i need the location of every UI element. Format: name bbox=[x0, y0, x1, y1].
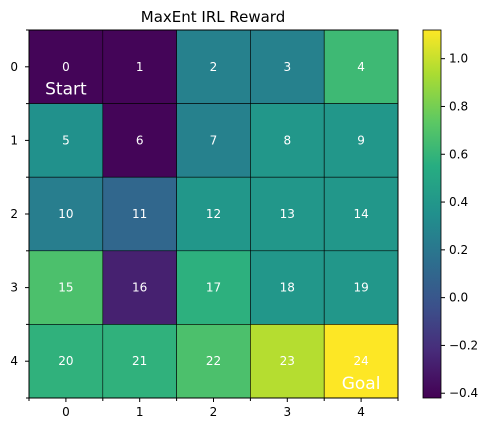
cell-label-3-3: 18 bbox=[280, 281, 295, 295]
cell-label-2-3: 13 bbox=[280, 207, 295, 221]
cell-label-0-2: 2 bbox=[210, 60, 218, 74]
cell-label-4-2: 22 bbox=[206, 354, 221, 368]
colorbar-tick-label-3: 0.4 bbox=[449, 195, 468, 209]
cell-label-1-3: 8 bbox=[283, 133, 291, 147]
y-tick-label-3: 3 bbox=[10, 281, 18, 295]
cell-label-4-3: 23 bbox=[280, 354, 295, 368]
heatmap-cell-3-1 bbox=[102, 250, 177, 325]
heatmap-cell-1-2 bbox=[176, 103, 251, 178]
x-tick-label-4: 4 bbox=[357, 405, 365, 419]
colorbar-tick-label-5: 0.0 bbox=[449, 291, 468, 305]
heatmap-cell-4-0 bbox=[28, 324, 104, 399]
cell-label-4-0: 20 bbox=[58, 354, 73, 368]
cell-label-4-4: 24 bbox=[353, 354, 368, 368]
chart-title: MaxEnt IRL Reward bbox=[141, 8, 285, 26]
heatmap-cell-0-3 bbox=[250, 29, 325, 104]
heatmap-cell-4-1 bbox=[102, 324, 177, 399]
heatmap-cell-2-3 bbox=[250, 176, 325, 252]
cell-label-3-0: 15 bbox=[58, 281, 73, 295]
colorbar-tick-label-6: −0.2 bbox=[449, 338, 478, 352]
cell-label-2-1: 11 bbox=[132, 207, 147, 221]
heatmap-cell-1-0 bbox=[28, 103, 104, 178]
cell-label-3-1: 16 bbox=[132, 281, 147, 295]
cell-label-0-1: 1 bbox=[136, 60, 144, 74]
heatmap-cell-0-0 bbox=[28, 29, 104, 104]
annotation-goal: Goal bbox=[342, 374, 381, 394]
annotations: Start Goal bbox=[45, 80, 380, 394]
colorbar-tick-label-7: −0.4 bbox=[449, 386, 478, 400]
cell-label-0-4: 4 bbox=[357, 60, 365, 74]
heatmap-cell-0-1 bbox=[102, 29, 177, 104]
cell-label-1-2: 7 bbox=[210, 133, 218, 147]
y-tick-label-0: 0 bbox=[10, 60, 18, 74]
y-tick-label-2: 2 bbox=[10, 207, 18, 221]
cell-label-2-2: 12 bbox=[206, 207, 221, 221]
heatmap-cell-4-4 bbox=[323, 324, 399, 399]
colorbar-tick-label-1: 0.8 bbox=[449, 99, 468, 113]
heatmap-cells bbox=[28, 29, 399, 399]
heatmap-cell-2-1 bbox=[102, 176, 177, 252]
colorbar-tick-label-4: 0.2 bbox=[449, 243, 468, 257]
x-tick-label-2: 2 bbox=[210, 405, 218, 419]
heatmap-cell-2-4 bbox=[323, 176, 399, 252]
cell-label-3-2: 17 bbox=[206, 281, 221, 295]
heatmap-cell-0-4 bbox=[323, 29, 399, 104]
cell-label-0-0: 0 bbox=[62, 60, 70, 74]
x-tick-label-1: 1 bbox=[136, 405, 144, 419]
x-tick-label-3: 3 bbox=[283, 405, 291, 419]
cell-label-2-4: 14 bbox=[353, 207, 368, 221]
heatmap-cell-4-2 bbox=[176, 324, 251, 399]
cell-label-0-3: 3 bbox=[283, 60, 291, 74]
y-tick-label-4: 4 bbox=[10, 354, 18, 368]
heatmap-cell-3-2 bbox=[176, 250, 251, 325]
colorbar-gradient bbox=[422, 29, 442, 399]
cell-label-1-1: 6 bbox=[136, 133, 144, 147]
heatmap-cell-3-3 bbox=[250, 250, 325, 325]
y-tick-label-1: 1 bbox=[10, 133, 18, 147]
x-tick-label-0: 0 bbox=[62, 405, 70, 419]
colorbar: 1.0 0.8 0.6 0.4 0.2 0.0 −0.2 −0.4 bbox=[422, 29, 478, 400]
colorbar-tick-label-2: 0.6 bbox=[449, 147, 468, 161]
cell-label-3-4: 19 bbox=[353, 281, 368, 295]
cell-label-1-4: 9 bbox=[357, 133, 365, 147]
cell-label-1-0: 5 bbox=[62, 133, 70, 147]
cell-label-4-1: 21 bbox=[132, 354, 147, 368]
colorbar-tick-label-0: 1.0 bbox=[449, 52, 468, 66]
heatmap-cell-3-4 bbox=[323, 250, 399, 325]
cell-label-2-0: 10 bbox=[58, 207, 73, 221]
annotation-start: Start bbox=[45, 80, 87, 100]
heatmap-cell-2-2 bbox=[176, 176, 251, 252]
heatmap-cell-1-4 bbox=[323, 103, 399, 178]
